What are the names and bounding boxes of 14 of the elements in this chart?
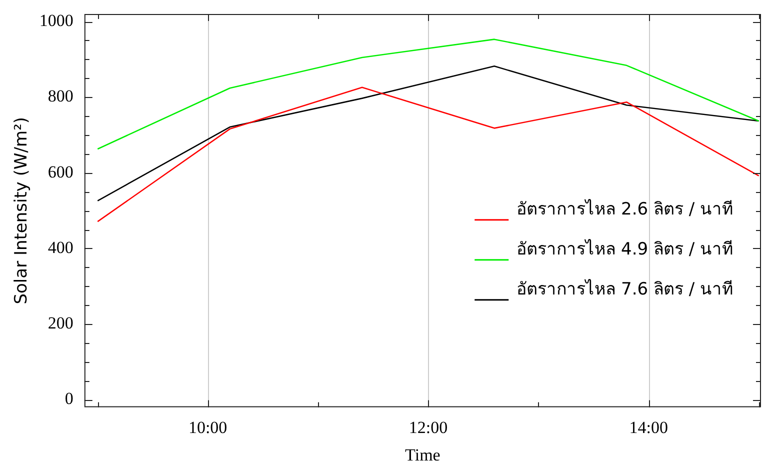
y-tick-label: 1000 (39, 11, 74, 30)
y-tick-label: 400 (48, 238, 74, 257)
x-tick-label: 12:00 (408, 418, 448, 437)
y-tick-label: 0 (64, 389, 74, 408)
y-tick-label: 200 (48, 313, 74, 332)
y-tick-label: 600 (48, 162, 74, 182)
y-tick-label: 800 (48, 86, 74, 106)
x-tick-label: 14:00 (629, 418, 668, 437)
x-tick-label: 10:00 (188, 418, 228, 437)
y-axis-title: Solar Intensity (W/m²) (12, 116, 32, 304)
legend-label: อัตราการไหล 2.6 ลิตร / นาที (516, 198, 734, 220)
legend-label: อัตราการไหล 7.6 ลิตร / นาที (516, 278, 734, 300)
x-axis-title: Time (405, 445, 440, 464)
legend-label: อัตราการไหล 4.9 ลิตร / นาที (516, 238, 734, 260)
